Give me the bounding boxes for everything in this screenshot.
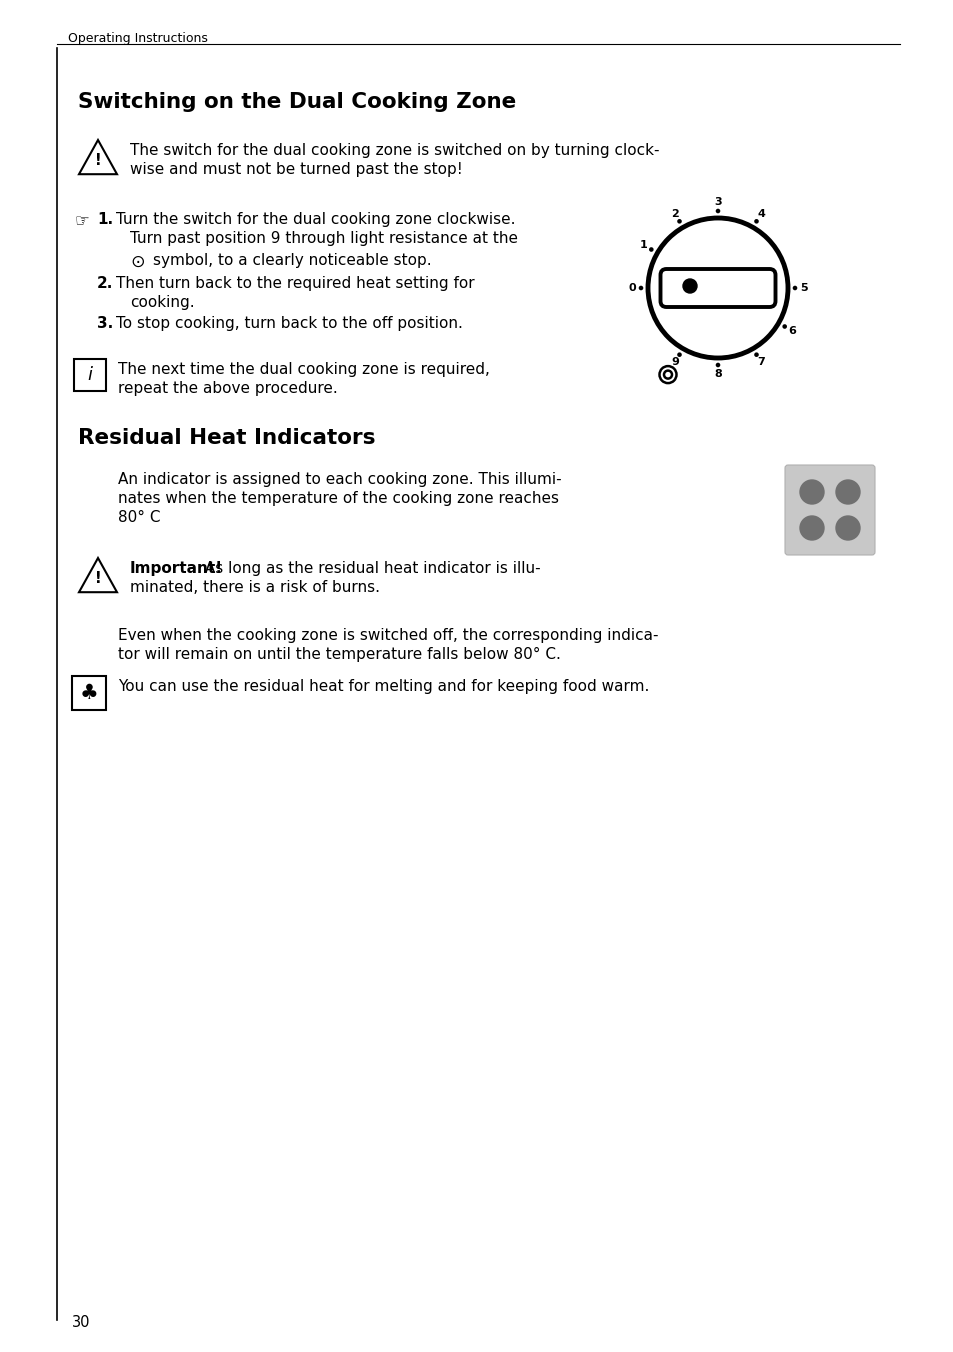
Text: 6: 6 xyxy=(788,326,796,337)
Circle shape xyxy=(677,353,681,357)
Text: Turn the switch for the dual cooking zone clockwise.: Turn the switch for the dual cooking zon… xyxy=(116,212,515,227)
Circle shape xyxy=(715,362,720,368)
Text: 7: 7 xyxy=(757,357,764,368)
Text: An indicator is assigned to each cooking zone. This illumi-: An indicator is assigned to each cooking… xyxy=(118,472,561,487)
Text: Switching on the Dual Cooking Zone: Switching on the Dual Cooking Zone xyxy=(78,92,516,112)
Text: Important!: Important! xyxy=(130,561,223,576)
Text: 80° C: 80° C xyxy=(118,510,160,525)
Text: symbol, to a clearly noticeable stop.: symbol, to a clearly noticeable stop. xyxy=(152,253,431,268)
Text: tor will remain on until the temperature falls below 80° C.: tor will remain on until the temperature… xyxy=(118,648,560,662)
FancyBboxPatch shape xyxy=(784,465,874,556)
Text: ⊙: ⊙ xyxy=(130,253,144,270)
Circle shape xyxy=(638,285,642,291)
Text: 1: 1 xyxy=(639,241,647,250)
Text: 2: 2 xyxy=(670,208,679,219)
Circle shape xyxy=(648,247,653,251)
Text: !: ! xyxy=(94,153,101,168)
Text: 30: 30 xyxy=(71,1315,91,1330)
Circle shape xyxy=(715,208,720,214)
Text: 8: 8 xyxy=(714,369,721,379)
Text: ♣: ♣ xyxy=(79,683,98,703)
Text: 9: 9 xyxy=(670,357,679,368)
Text: 0: 0 xyxy=(627,283,635,293)
Text: 3.: 3. xyxy=(97,316,113,331)
Circle shape xyxy=(800,516,823,539)
Text: Then turn back to the required heat setting for: Then turn back to the required heat sett… xyxy=(116,276,475,291)
Text: To stop cooking, turn back to the off position.: To stop cooking, turn back to the off po… xyxy=(116,316,462,331)
Circle shape xyxy=(781,324,786,329)
FancyBboxPatch shape xyxy=(659,269,775,307)
Circle shape xyxy=(754,219,758,223)
Text: Turn past position 9 through light resistance at the: Turn past position 9 through light resis… xyxy=(130,231,517,246)
Text: 5: 5 xyxy=(800,283,807,293)
Text: The switch for the dual cooking zone is switched on by turning clock-: The switch for the dual cooking zone is … xyxy=(130,143,659,158)
Text: cooking.: cooking. xyxy=(130,295,194,310)
Text: As long as the residual heat indicator is illu-: As long as the residual heat indicator i… xyxy=(200,561,540,576)
Text: 3: 3 xyxy=(714,197,721,207)
Text: 4: 4 xyxy=(757,208,764,219)
Circle shape xyxy=(800,480,823,504)
Circle shape xyxy=(677,219,681,223)
Text: Residual Heat Indicators: Residual Heat Indicators xyxy=(78,429,375,448)
Text: !: ! xyxy=(94,571,101,585)
Circle shape xyxy=(754,353,758,357)
Text: Operating Instructions: Operating Instructions xyxy=(68,32,208,45)
Text: 1.: 1. xyxy=(97,212,113,227)
Circle shape xyxy=(835,516,859,539)
Text: minated, there is a risk of burns.: minated, there is a risk of burns. xyxy=(130,580,379,595)
Text: i: i xyxy=(88,366,92,384)
Text: 2.: 2. xyxy=(97,276,113,291)
Text: repeat the above procedure.: repeat the above procedure. xyxy=(118,381,337,396)
Text: You can use the residual heat for melting and for keeping food warm.: You can use the residual heat for meltin… xyxy=(118,679,649,694)
Circle shape xyxy=(682,279,697,293)
Circle shape xyxy=(835,480,859,504)
Circle shape xyxy=(792,285,797,291)
Text: nates when the temperature of the cooking zone reaches: nates when the temperature of the cookin… xyxy=(118,491,558,506)
Text: Even when the cooking zone is switched off, the corresponding indica-: Even when the cooking zone is switched o… xyxy=(118,627,658,644)
Text: wise and must not be turned past the stop!: wise and must not be turned past the sto… xyxy=(130,162,462,177)
Text: ☞: ☞ xyxy=(75,212,90,230)
Text: The next time the dual cooking zone is required,: The next time the dual cooking zone is r… xyxy=(118,362,489,377)
